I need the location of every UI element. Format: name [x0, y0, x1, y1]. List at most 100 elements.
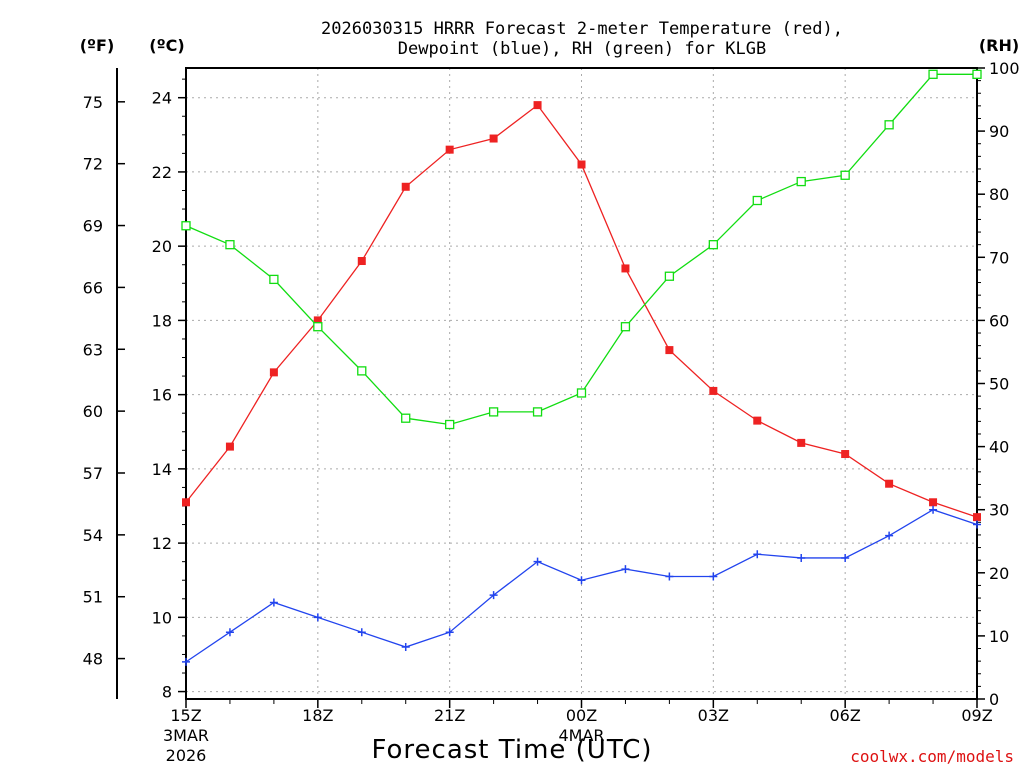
temperature-point — [885, 479, 894, 488]
dewpoint-point — [357, 628, 366, 637]
rh-tick-label: 70 — [989, 248, 1009, 267]
temperature-point — [577, 160, 586, 169]
temperature-point — [929, 498, 938, 507]
dewpoint-point — [533, 557, 542, 566]
x-tick-label: 00Z — [566, 706, 597, 725]
celsius-tick-label: 20 — [152, 237, 172, 256]
temperature-point — [225, 442, 234, 451]
dewpoint-point — [841, 553, 850, 562]
dewpoint-point — [929, 505, 938, 514]
rh-point — [796, 176, 806, 187]
temperature-point — [357, 257, 366, 266]
temperature-point — [401, 182, 410, 191]
dewpoint-point — [753, 550, 762, 559]
rh-tick-label: 40 — [989, 438, 1009, 457]
dewpoint-point — [577, 576, 586, 585]
axes — [116, 67, 985, 708]
celsius-tick-label: 10 — [152, 608, 172, 627]
dewpoint-point — [225, 628, 234, 637]
celsius-tick-label: 16 — [152, 386, 172, 405]
dewpoint-point — [313, 613, 322, 622]
celsius-tick-label: 18 — [152, 311, 172, 330]
dewpoint-point — [621, 565, 630, 574]
temperature-point — [313, 316, 322, 325]
temperature-point — [753, 416, 762, 425]
rh-point — [225, 240, 235, 250]
dewpoint-point — [401, 643, 410, 652]
rh-tick-label: 60 — [989, 311, 1009, 330]
fahrenheit-tick-label: 48 — [83, 650, 103, 669]
rh-point — [576, 388, 587, 398]
celsius-tick-label: 12 — [152, 534, 172, 553]
dewpoint-point — [797, 553, 806, 562]
data-series — [181, 69, 982, 666]
rh-point — [664, 271, 675, 281]
dewpoint-point — [885, 531, 894, 540]
temperature-point — [797, 438, 806, 447]
x-tick-label: 09Z — [961, 706, 992, 725]
dewpoint-point — [269, 598, 278, 607]
rh-point — [972, 69, 982, 79]
temperature-point — [841, 450, 850, 459]
rh-tick-label: 20 — [989, 564, 1009, 583]
rh-unit-label: (RH) — [979, 36, 1019, 55]
rh-point — [313, 322, 323, 332]
x-tick-label: 03Z — [698, 706, 729, 725]
rh-point — [708, 240, 718, 250]
celsius-tick-label: 22 — [152, 163, 172, 182]
x-tick-label: 18Z — [302, 706, 333, 725]
temperature-point — [621, 264, 630, 273]
site-credit: coolwx.com/models — [850, 747, 1014, 766]
fahrenheit-tick-label: 69 — [83, 217, 103, 236]
x-tick-label: 15Z — [170, 706, 201, 725]
rh-point — [928, 69, 938, 79]
celsius-tick-label: 8 — [162, 683, 172, 702]
x-tick-year-label: 2026 — [166, 746, 207, 765]
x-tick-date-label: 4MAR — [558, 726, 604, 745]
rh-point — [445, 419, 455, 430]
celsius-tick-label: 24 — [152, 89, 172, 108]
rh-point — [488, 407, 499, 417]
fahrenheit-tick-label: 51 — [83, 588, 103, 607]
x-tick-label: 21Z — [434, 706, 465, 725]
dewpoint-point — [445, 628, 454, 637]
rh-tick-label: 30 — [989, 501, 1009, 520]
dewpoint-point — [182, 657, 190, 666]
dewpoint-point — [973, 520, 981, 529]
temperature-point — [269, 368, 278, 377]
x-tick-label: 06Z — [830, 706, 861, 725]
rh-point — [884, 120, 894, 130]
temperature-point — [445, 145, 454, 154]
tick-labels: 8 10 12 14 16 18 20 22 24 48 51 54 57 60 63 66 69 72 75 0 10… — [83, 59, 1020, 765]
rh-tick-label: 80 — [989, 185, 1009, 204]
dewpoint-point — [489, 591, 498, 600]
rh-point — [620, 322, 631, 332]
dewpoint-point — [709, 572, 718, 581]
celsius-tick-label: 14 — [152, 460, 172, 479]
celsius-unit-label: (ºC) — [149, 36, 184, 55]
fahrenheit-tick-label: 54 — [83, 526, 103, 545]
fahrenheit-tick-label: 63 — [83, 340, 103, 359]
rh-point — [532, 407, 543, 417]
x-tick-date-label: 3MAR — [163, 726, 209, 745]
dewpoint-point — [665, 572, 674, 581]
fahrenheit-tick-label: 60 — [83, 402, 103, 421]
rh-point — [752, 195, 762, 206]
chart-title: 2026030315 HRRR Forecast 2-meter Tempera… — [321, 19, 843, 39]
rh-point — [357, 366, 367, 376]
rh-point — [181, 221, 191, 231]
rh-point — [401, 413, 411, 423]
temperature-point — [489, 134, 498, 143]
rh-tick-label: 100 — [989, 59, 1020, 78]
rh-tick-label: 50 — [989, 375, 1009, 394]
temperature-point — [533, 101, 542, 110]
rh-tick-label: 90 — [989, 122, 1009, 141]
fahrenheit-tick-label: 75 — [83, 93, 103, 112]
rh-tick-label: 10 — [989, 627, 1009, 646]
x-axis-label: Forecast Time (UTC) — [371, 735, 652, 765]
rh-tick-label: 0 — [989, 690, 999, 709]
temperature-point — [665, 346, 674, 355]
chart-subtitle: Dewpoint (blue), RH (green) for KLGB — [398, 39, 766, 59]
temperature-point — [182, 498, 190, 507]
